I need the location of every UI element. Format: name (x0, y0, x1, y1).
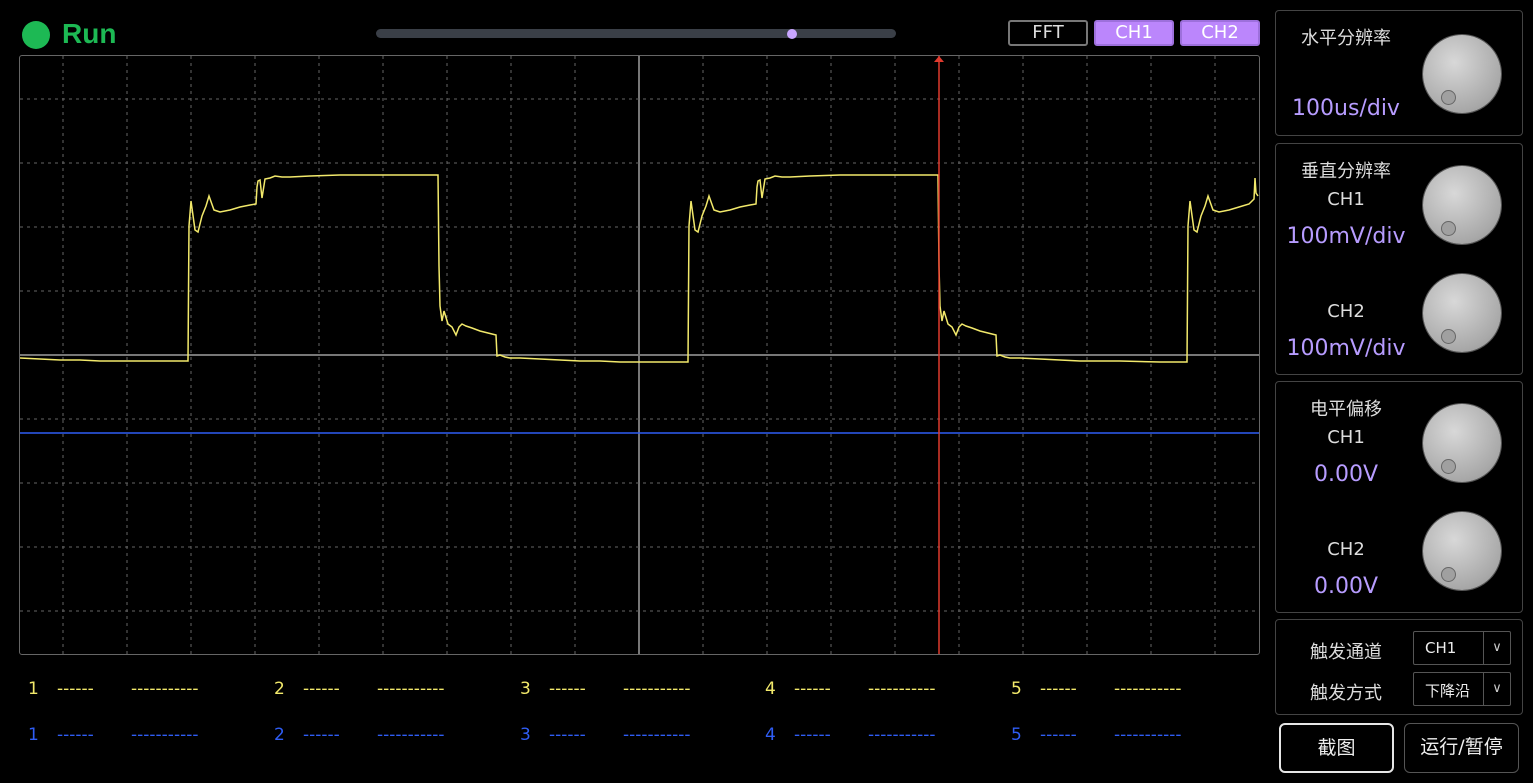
level-offset-panel: 电平偏移 CH1 0.00V CH2 0.00V (1275, 381, 1523, 613)
measurement-value: ----------- (131, 725, 199, 745)
knob-indicator-icon (1441, 90, 1456, 105)
measurement-value: ----------- (131, 679, 199, 699)
trigger-channel-select[interactable]: CH1 ∨ (1413, 631, 1511, 665)
vertical-ch1-knob[interactable] (1423, 166, 1501, 244)
vertical-resolution-title: 垂直分辨率 (1301, 161, 1391, 182)
oscilloscope-display[interactable] (19, 55, 1260, 655)
offset-ch2-knob[interactable] (1423, 512, 1501, 590)
knob-indicator-icon (1441, 459, 1456, 474)
measurement-index: 5 (1011, 725, 1022, 745)
measurement-index: 1 (28, 725, 39, 745)
measurement-value: ----------- (377, 725, 445, 745)
screenshot-button[interactable]: 截图 (1279, 723, 1394, 773)
offset-ch2-label: CH2 (1327, 539, 1365, 560)
knob-indicator-icon (1441, 567, 1456, 582)
vertical-ch2-value: 100mV/div (1286, 336, 1406, 361)
measurement-name: ------ (57, 725, 94, 745)
measurement-name: ------ (794, 679, 831, 699)
offset-ch1-value: 0.00V (1313, 462, 1379, 487)
measurement-value: ----------- (623, 679, 691, 699)
measurement-name: ------ (1040, 679, 1077, 699)
measurement-name: ------ (794, 725, 831, 745)
horizontal-resolution-title: 水平分辨率 (1301, 28, 1391, 49)
offset-ch2-value: 0.00V (1313, 574, 1379, 599)
offset-ch1-knob[interactable] (1423, 404, 1501, 482)
measurement-name: ------ (549, 679, 586, 699)
measurement-index: 3 (520, 679, 531, 699)
offset-ch1-label: CH1 (1327, 427, 1365, 448)
knob-indicator-icon (1441, 221, 1456, 236)
run-pause-button[interactable]: 运行/暂停 (1404, 723, 1519, 773)
run-status-label: Run (62, 18, 117, 49)
measurement-value: ----------- (868, 725, 936, 745)
measurement-name: ------ (57, 679, 94, 699)
ch1-toggle-button[interactable]: CH1 (1094, 20, 1174, 46)
chevron-down-icon[interactable]: ∨ (1483, 632, 1510, 664)
vertical-resolution-panel: 垂直分辨率 CH1 100mV/div CH2 100mV/div (1275, 143, 1523, 375)
level-offset-title: 电平偏移 (1310, 399, 1382, 420)
horizontal-resolution-value: 100us/div (1292, 96, 1400, 121)
ch2-toggle-button[interactable]: CH2 (1180, 20, 1260, 46)
scope-grid (20, 56, 1259, 654)
horizontal-resolution-knob[interactable] (1423, 35, 1501, 113)
measurement-name: ------ (303, 679, 340, 699)
vertical-ch1-value: 100mV/div (1286, 224, 1406, 249)
measurement-name: ------ (303, 725, 340, 745)
horizontal-resolution-panel: 水平分辨率 100us/div (1275, 10, 1523, 136)
run-status-indicator (22, 21, 50, 49)
measurement-index: 4 (765, 725, 776, 745)
vertical-ch2-knob[interactable] (1423, 274, 1501, 352)
timebase-position-slider[interactable] (376, 28, 896, 39)
slider-thumb[interactable] (787, 28, 797, 39)
trigger-marker-icon (934, 56, 944, 62)
measurement-value: ----------- (1114, 679, 1182, 699)
trigger-mode-select[interactable]: 下降沿 ∨ (1413, 672, 1511, 706)
trigger-channel-value: CH1 (1425, 639, 1457, 657)
trigger-mode-value: 下降沿 (1425, 682, 1471, 700)
measurement-name: ------ (549, 725, 586, 745)
measurement-index: 4 (765, 679, 776, 699)
trigger-panel: 触发通道 CH1 ∨ 触发方式 下降沿 ∨ (1275, 619, 1523, 715)
measurement-value: ----------- (623, 725, 691, 745)
measurement-value: ----------- (377, 679, 445, 699)
vertical-ch1-label: CH1 (1327, 189, 1365, 210)
measurement-index: 5 (1011, 679, 1022, 699)
measurement-index: 3 (520, 725, 531, 745)
knob-indicator-icon (1441, 329, 1456, 344)
scope-canvas (20, 56, 1259, 654)
trigger-channel-label: 触发通道 (1310, 642, 1382, 663)
measurement-value: ----------- (1114, 725, 1182, 745)
measurement-index: 1 (28, 679, 39, 699)
measurement-value: ----------- (868, 679, 936, 699)
fft-button[interactable]: FFT (1008, 20, 1088, 46)
measurement-name: ------ (1040, 725, 1077, 745)
chevron-down-icon[interactable]: ∨ (1483, 673, 1510, 705)
ch1-waveform (20, 174, 1259, 363)
measurement-index: 2 (274, 679, 285, 699)
vertical-ch2-label: CH2 (1327, 301, 1365, 322)
measurement-index: 2 (274, 725, 285, 745)
trigger-mode-label: 触发方式 (1310, 683, 1382, 704)
